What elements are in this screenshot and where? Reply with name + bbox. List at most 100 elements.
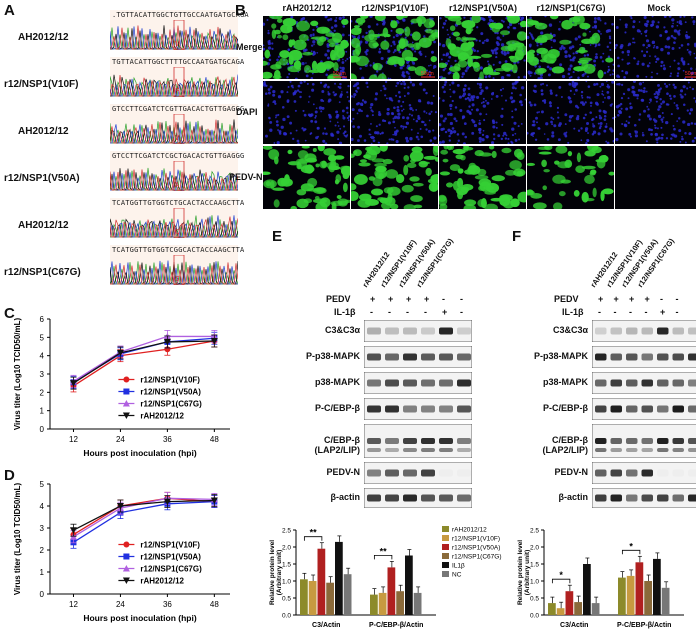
legend-label: rAH2012/12 [140,577,184,586]
nucleus-dot [439,141,442,144]
pedv-signal [413,204,423,209]
pedv-signal [368,176,376,181]
pedv-signal [433,146,438,153]
nucleus-dot [393,106,396,110]
nucleus-dot [305,62,307,64]
nucleus-dot [392,117,395,120]
if-image [527,16,614,79]
nucleus-dot [559,63,563,67]
legend-swatch [442,526,449,532]
chromatogram-trace: GTCCTTCGATCTCGTTGACACTGTTGAGGG V [110,104,244,144]
column-label: rAH2012/12 [282,3,332,13]
protein-band [439,470,453,477]
nucleus-dot [645,34,648,37]
if-bg [615,146,696,209]
nucleus-dot [411,60,414,63]
pedv-signal [532,202,547,209]
nucleus-dot [595,116,598,119]
nucleus-dot [652,46,655,49]
nucleus-dot [676,24,679,27]
sequence-text: .TGTTACATTGGCTGTTGCCAATGATGCAGA [112,11,249,19]
nucleus-dot [595,82,599,86]
nucleus-dot [368,128,371,131]
nucleus-dot [670,72,673,75]
scale-bar-label: 50μm [421,71,434,77]
nucleus-dot [271,47,274,50]
nucleus-dot [627,88,631,92]
pedv-signal [547,48,560,59]
nucleus-dot [536,44,539,47]
nucleus-dot [693,52,696,55]
nucleus-dot [512,26,516,30]
protein-band [672,438,684,444]
nucleus-dot [409,81,413,84]
pedv-signal [480,53,493,58]
pedv-signal [411,31,421,41]
nucleus-dot [280,125,284,129]
sequence-text: TCATGGTTGTGGTCTGCACTACCAAGCTTA [112,199,245,207]
pedv-signal [474,174,489,180]
pedv-mark: - [660,294,663,304]
y-axis-label: Relative protein level [269,540,276,605]
nucleus-dot [570,75,573,79]
nucleus-dot [430,110,433,113]
nucleus-dot [327,18,330,22]
nucleus-dot [538,111,540,113]
nucleus-dot [579,43,582,46]
bar [591,603,600,615]
pedv-signal [536,34,548,43]
nucleus-dot [341,33,345,37]
nucleus-dot [482,129,485,132]
protein-band [595,438,607,444]
nucleus-dot [405,70,409,74]
nucleus-dot [415,119,419,123]
nucleus-dot [499,38,502,41]
nucleus-dot [645,90,648,93]
nucleus-dot [646,46,648,49]
pedv-signal [380,40,390,50]
blot-label: p38-MAPK [314,377,360,387]
pedv-signal [543,169,550,173]
nucleus-dot [409,106,413,111]
nucleus-dot [645,29,648,32]
nucleus-dot [528,101,532,104]
nucleus-dot [448,71,452,74]
nucleus-dot [585,141,588,144]
legend-label: r12/NSP1(V50A) [140,388,201,397]
nucleus-dot [391,112,394,116]
nucleus-dot [420,135,424,139]
legend-marker [123,388,130,395]
nucleus-dot [408,104,412,107]
nucleus-dot [587,132,589,134]
nucleus-dot [672,83,675,87]
nucleus-dot [659,34,663,37]
nucleus-dot [442,53,446,57]
pedv-signal [330,158,337,170]
trace-line [110,216,238,238]
nucleus-dot [392,40,396,44]
nucleus-dot [373,136,375,139]
nucleus-dot [627,97,630,100]
nucleus-dot [638,21,641,23]
nucleus-dot [398,95,402,99]
nucleus-dot [640,32,643,35]
nucleus-dot [692,23,695,26]
pedv-signal [304,153,317,163]
nucleus-dot [624,71,629,75]
nucleus-dot [475,39,478,42]
nucleus-dot [594,44,598,47]
nucleus-dot [514,132,517,135]
nucleus-dot [406,116,410,120]
nucleus-dot [582,116,586,120]
nucleus-dot [589,30,591,33]
pedv-signal [508,55,515,59]
nucleus-dot [422,88,426,92]
nucleus-dot [562,46,566,50]
nucleus-dot [327,92,331,96]
nucleus-dot [641,50,644,53]
nucleus-dot [529,71,533,75]
nucleus-dot [510,140,513,144]
protein-band [367,405,381,413]
nucleus-dot [676,120,678,122]
nucleus-dot [665,120,669,125]
